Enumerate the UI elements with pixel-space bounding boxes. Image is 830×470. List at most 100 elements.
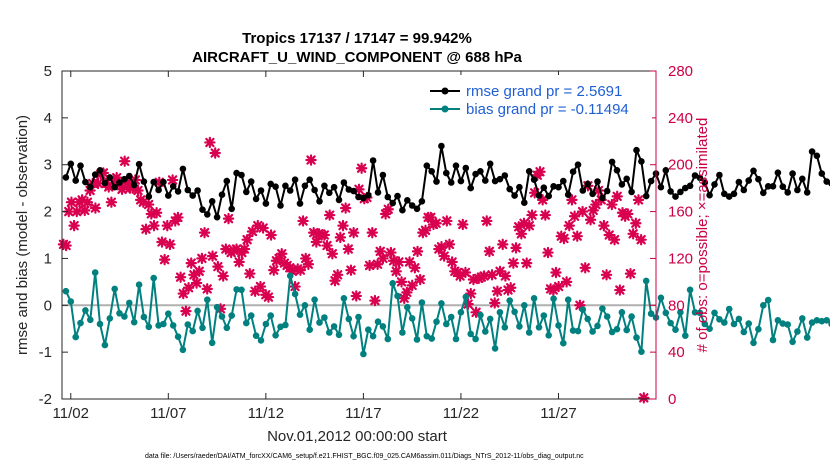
bias-point: [506, 297, 513, 304]
obs-marker: [118, 155, 131, 167]
obs-marker: [611, 190, 623, 203]
bias-point: [301, 302, 309, 309]
obs-marker: [339, 202, 352, 214]
bias-point: [477, 311, 484, 319]
obs-marker: [598, 219, 610, 232]
obs-marker: [470, 306, 482, 319]
rmse-point: [550, 183, 557, 190]
obs-marker: [481, 215, 493, 227]
rmse-point: [257, 187, 265, 194]
obs-marker: [308, 226, 320, 239]
rmse-point: [121, 175, 128, 183]
rmse-point: [477, 168, 484, 175]
bias-point: [691, 309, 699, 316]
obs-marker: [606, 198, 618, 211]
obs-marker: [180, 305, 192, 317]
obs-marker: [454, 270, 466, 282]
bias-point: [784, 321, 791, 328]
rmse-point: [779, 183, 787, 190]
bias-point: [803, 334, 811, 341]
rmse-point: [194, 187, 201, 194]
y2-tick-label: 280: [668, 63, 693, 80]
bias-point: [145, 323, 153, 331]
bias-point: [355, 313, 362, 321]
bias-point: [638, 348, 645, 356]
rmse-point: [618, 181, 626, 188]
rmse-point: [101, 179, 109, 187]
bias-point: [340, 295, 348, 302]
rmse-point: [594, 178, 601, 185]
rmse-point: [760, 189, 767, 197]
obs-marker: [390, 265, 402, 278]
obs-marker: [571, 230, 583, 242]
bias-point: [633, 334, 640, 341]
y2-tick-label: 80: [668, 297, 685, 314]
bias-point: [96, 320, 104, 328]
obs-marker: [435, 241, 448, 253]
x-tick-label: 11/27: [540, 405, 576, 422]
obs-marker: [323, 209, 336, 221]
rmse-point: [291, 176, 299, 183]
obs-marker: [342, 243, 355, 255]
bias-point: [628, 313, 635, 320]
rmse-point: [808, 148, 816, 155]
obs-marker: [355, 162, 368, 174]
rmse-point: [530, 176, 538, 183]
bias-point: [677, 309, 684, 316]
rmse-point: [755, 175, 762, 183]
rmse-point: [204, 211, 211, 218]
rmse-point: [628, 188, 635, 196]
bias-point: [91, 269, 99, 276]
bias-point: [379, 323, 387, 330]
rmse-point: [540, 184, 548, 191]
bias-point: [823, 317, 830, 324]
rmse-point: [111, 183, 118, 191]
obs-marker: [635, 233, 647, 246]
obs-marker: [353, 183, 365, 196]
bias-point: [769, 336, 777, 344]
x-tick-label: 11/07: [150, 405, 186, 422]
rmse-point: [160, 178, 167, 186]
obs-marker: [238, 243, 251, 255]
obs-marker: [111, 171, 123, 184]
rmse-line: [64, 145, 830, 222]
left-y-ticks: -2 -1 0 1 2 3 4 5: [39, 63, 68, 408]
obs-marker: [268, 264, 280, 276]
obs-marker: [310, 236, 323, 248]
bias-point: [296, 311, 304, 319]
obs-marker: [65, 196, 78, 208]
obs-marker: [600, 269, 613, 281]
obs-marker: [137, 196, 150, 208]
obs-marker: [414, 273, 426, 286]
y2-tick-label: 240: [668, 110, 693, 127]
obs-marker: [121, 176, 134, 188]
bias-point: [218, 313, 226, 320]
rmse-point: [657, 183, 665, 191]
rmse-point: [165, 192, 172, 199]
y-tick-label: 1: [44, 250, 52, 267]
rmse-point: [789, 170, 796, 177]
obs-marker: [401, 286, 413, 299]
rmse-point: [623, 175, 630, 183]
rmse-point: [769, 183, 777, 190]
obs-marker: [584, 214, 597, 226]
rmse-point: [296, 200, 304, 207]
rmse-point: [360, 194, 367, 202]
bias-point: [399, 329, 406, 336]
obs-marker: [566, 194, 578, 206]
obs-marker: [79, 204, 91, 217]
obs-marker: [552, 280, 565, 293]
legend: rmse grand pr = 2.5691 bias grand pr = -…: [420, 75, 652, 120]
rmse-point: [286, 187, 294, 194]
rmse-point: [135, 160, 143, 168]
rmse-point: [335, 196, 343, 204]
bias-point: [213, 303, 221, 311]
bias-point: [116, 310, 123, 317]
rmse-point: [696, 174, 704, 182]
bias-point: [389, 280, 397, 287]
rmse-point: [208, 198, 216, 205]
obs-marker: [241, 233, 253, 246]
rmse-point: [252, 195, 260, 203]
bias-point: [169, 322, 177, 329]
bias-point: [774, 317, 782, 324]
